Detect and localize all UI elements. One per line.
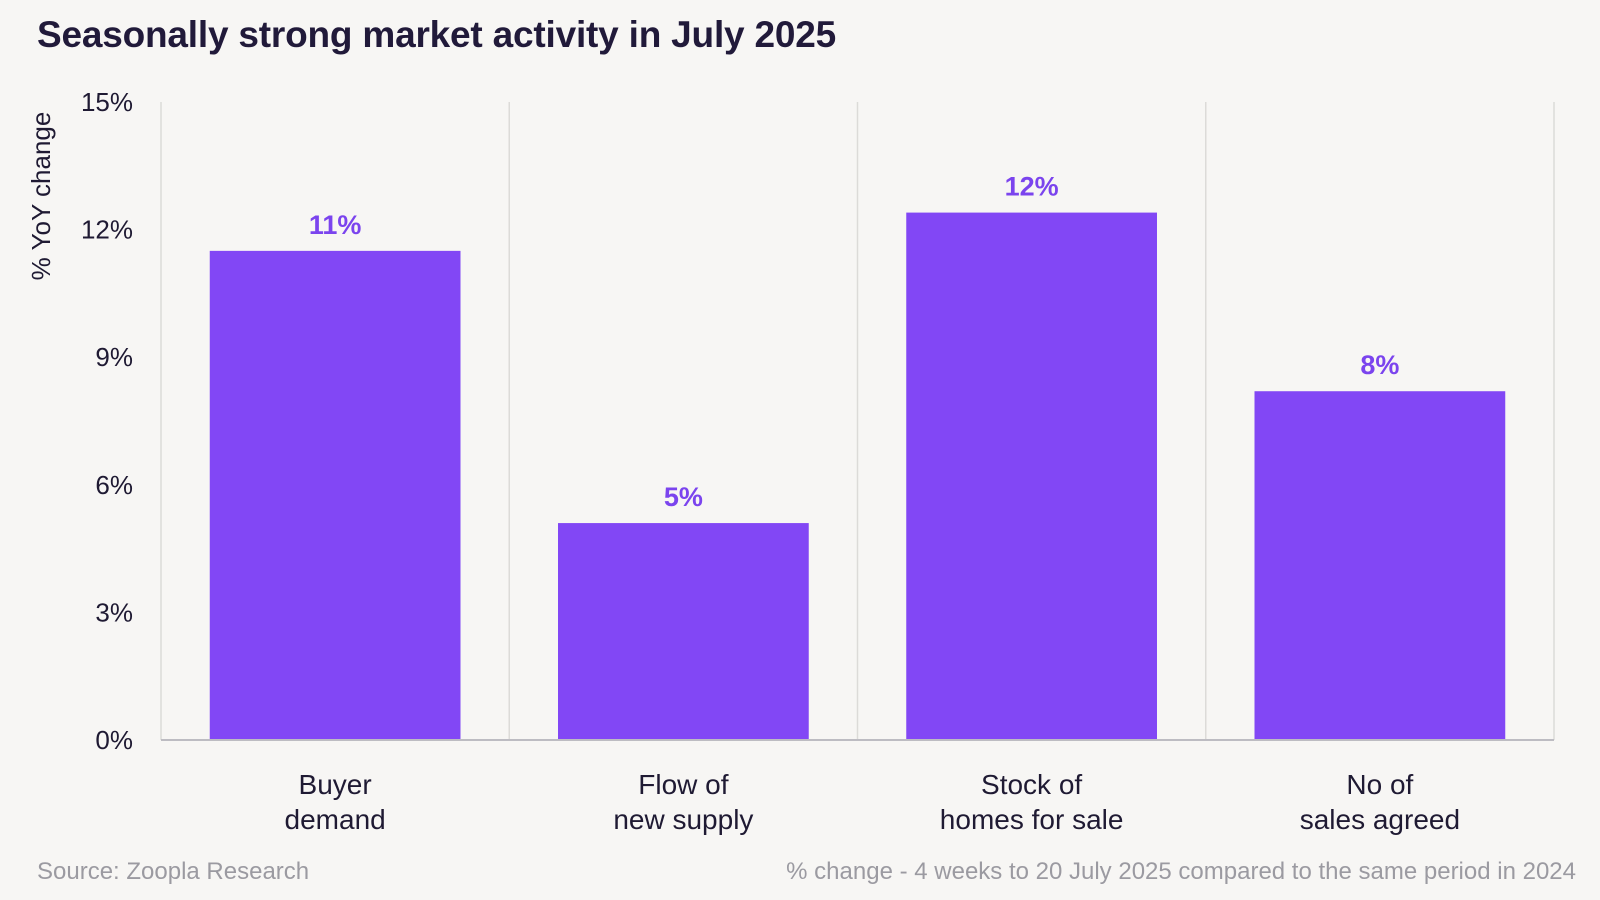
source-note: Source: Zoopla Research bbox=[37, 858, 310, 885]
period-note: % change - 4 weeks to 20 July 2025 compa… bbox=[786, 858, 1576, 885]
x-tick-label: Stock of bbox=[981, 769, 1082, 800]
y-tick-label: 9% bbox=[95, 342, 133, 372]
data-label: 12% bbox=[1005, 172, 1059, 202]
x-tick-label: No of bbox=[1346, 769, 1413, 800]
data-label: 11% bbox=[309, 210, 362, 240]
y-axis-title: % YoY change bbox=[26, 112, 56, 281]
y-tick-label: 12% bbox=[81, 215, 133, 245]
data-label: 8% bbox=[1360, 350, 1399, 380]
bar bbox=[558, 523, 809, 740]
x-tick-label: Buyer bbox=[299, 769, 372, 800]
chart-title: Seasonally strong market activity in Jul… bbox=[37, 14, 837, 55]
x-tick-label: homes for sale bbox=[940, 804, 1124, 835]
bar bbox=[906, 212, 1157, 740]
x-tick-label: new supply bbox=[613, 804, 753, 835]
x-tick-label: demand bbox=[285, 804, 386, 835]
y-tick-label: 6% bbox=[95, 470, 133, 500]
x-tick-label: Flow of bbox=[638, 769, 728, 800]
y-tick-label: 15% bbox=[81, 87, 133, 117]
data-label: 5% bbox=[664, 482, 703, 512]
bar bbox=[209, 250, 461, 740]
y-tick-label: 3% bbox=[95, 597, 133, 627]
y-tick-label: 0% bbox=[95, 725, 133, 755]
x-tick-label: sales agreed bbox=[1300, 804, 1460, 835]
bar bbox=[1254, 391, 1506, 740]
